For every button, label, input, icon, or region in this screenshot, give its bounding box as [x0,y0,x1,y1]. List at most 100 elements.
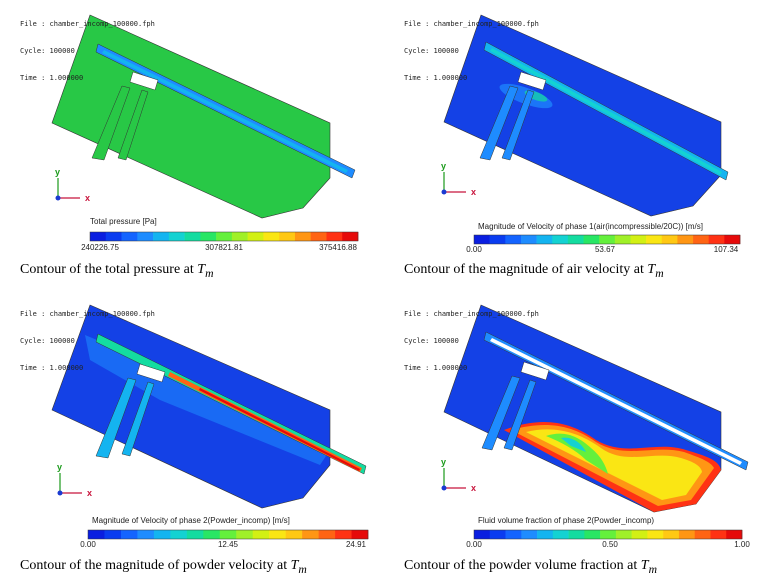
colorbar-segment [521,530,538,539]
axis-x-label: x [87,488,92,498]
colorbar-segment [153,232,170,241]
colorbar-title: Magnitude of Velocity of phase 1(air(inc… [478,222,703,231]
colorbar-tick-min: 0.00 [80,540,96,549]
vertical-duct-inner [121,381,155,457]
colorbar-segment [600,530,617,539]
colorbar-segment [520,235,537,244]
contour-total-pressure: y x [51,14,359,242]
powder-bed-cyan [561,437,586,452]
colorbar-segment [505,235,522,244]
axis-triad: y x [55,167,90,203]
cycle-line: Cycle: 100000 [20,337,75,345]
colorbar-segment [710,530,727,539]
cycle-line: Cycle: 100000 [404,337,459,345]
colorbar-segment [489,235,506,244]
contour-powder-velocity: y x [51,304,369,540]
vertical-duct [95,377,137,459]
colorbar-segment [335,530,352,539]
colorbar-frame [87,529,369,540]
colorbar-segment [184,232,201,241]
colorbar [473,234,741,245]
colorbar-segment [631,530,648,539]
time-line: Time : 1.000000 [404,364,468,372]
colorbar-title: Fluid volume fraction of phase 2(Powder_… [478,516,655,525]
colorbar-tick-min: 0.00 [466,245,482,254]
colorbar-segment [726,530,743,539]
colorbar-segment [474,530,491,539]
file-info: File : chamber_incomp_100000.fph Cycle: … [20,2,155,101]
cycle-line: Cycle: 100000 [20,47,75,55]
colorbar-segment [647,530,664,539]
caption-var: T [197,262,206,277]
cycle-line: Cycle: 100000 [404,47,459,55]
caption: Contour of the magnitude of powder veloc… [20,558,307,576]
caption-sub: m [648,562,657,576]
caption-var: T [290,558,299,573]
colorbar-segment [186,530,204,539]
time-line: Time : 1.000000 [20,74,84,82]
colorbar-segment [310,232,327,241]
caption-text: Contour of the magnitude of air velocity… [404,262,648,277]
colorbar-segment [677,235,694,244]
colorbar-tick-mid: 53.67 [594,245,616,254]
colorbar-segment [137,232,154,241]
colorbar-segment [351,530,369,539]
caption: Contour of the powder volume fraction at… [404,558,657,576]
colorbar-segment [318,530,336,539]
colorbar-segment [203,530,221,539]
colorbar-segment [505,530,522,539]
caption-sub: m [298,562,307,576]
colorbar-segment [90,232,107,241]
inner-channel [490,338,742,465]
colorbar-tick-min: 240226.75 [81,243,119,252]
colorbar-segment [552,530,569,539]
vertical-duct-inner [503,379,537,451]
caption-text: Contour of the total pressure at [20,262,198,277]
caption-text: Contour of the magnitude of powder veloc… [20,558,291,573]
panel-air-velocity: File : chamber_incomp_100000.fph Cycle: … [386,0,772,289]
axis-y-label: y [441,457,446,467]
axis-x-label: x [85,193,90,203]
colorbar-segment [693,235,710,244]
colorbar-segment [489,530,506,539]
vertical-duct [481,375,521,451]
colorbar-segment [536,235,553,244]
colorbar-tick-max: 375416.88 [319,243,357,252]
axis-y-label: y [441,161,446,171]
axis-y-label: y [57,462,62,472]
colorbar-segment [302,530,319,539]
panel-powder-velocity: File : chamber_incomp_100000.fph Cycle: … [0,290,386,579]
colorbar-segment [474,235,490,244]
colorbar-segment [88,530,105,539]
panel-powder-volume-fraction: File : chamber_incomp_100000.fph Cycle: … [386,290,772,579]
colorbar-tick-min: 0.00 [466,540,482,549]
colorbar-segment [724,235,741,244]
colorbar-segment [104,530,122,539]
colorbar-segment [263,232,280,241]
colorbar-segment [200,232,217,241]
caption: Contour of the total pressure at Tm [20,262,214,280]
colorbar-segment [170,530,188,539]
colorbar-segment [326,232,343,241]
colorbar-segment [121,232,138,241]
colorbar-segment [231,232,248,241]
colorbar-segment [285,530,303,539]
junction-box [517,71,547,91]
axis-triad: y x [441,457,476,493]
colorbar-segment [584,530,601,539]
colorbar-segment [630,235,647,244]
file-info: File : chamber_incomp_100000.fph Cycle: … [404,2,539,101]
colorbar [87,529,369,540]
caption-var: T [640,558,649,573]
caption: Contour of the magnitude of air velocity… [404,262,664,280]
caption-var: T [647,262,656,277]
colorbar-frame [473,529,743,540]
colorbar-segment [615,530,632,539]
colorbar-segment [678,530,696,539]
colorbar-tick-mid: 12.45 [217,540,239,549]
colorbar-segment [153,530,171,539]
colorbar-segment [646,235,663,244]
caption-sub: m [655,266,664,280]
colorbar-segment [137,530,155,539]
colorbar [89,231,359,242]
